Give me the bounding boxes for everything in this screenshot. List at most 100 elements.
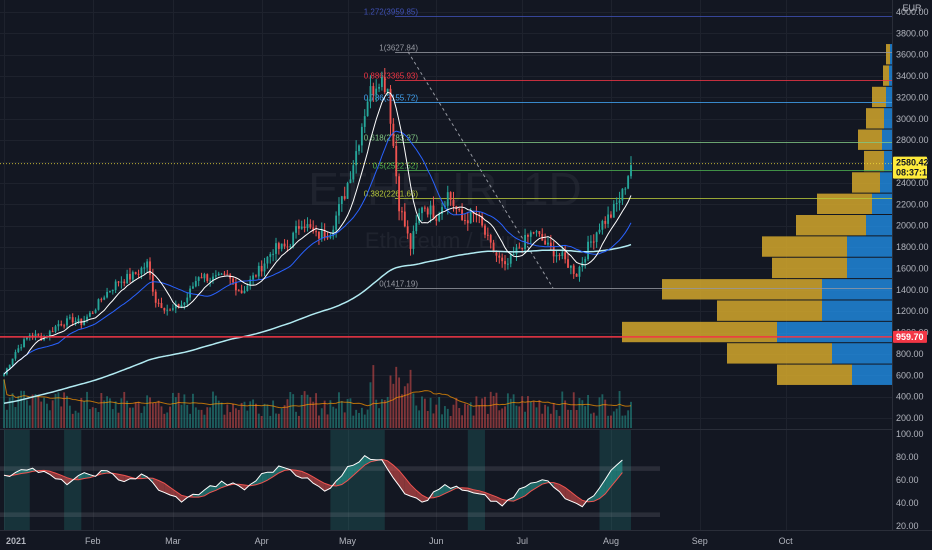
price-axis-tick-label: 2000.00 bbox=[896, 221, 929, 231]
price-axis-tick-label: 1400.00 bbox=[896, 285, 929, 295]
last-price-label: 2580.42 bbox=[896, 158, 929, 168]
candle-body bbox=[501, 257, 504, 262]
volume-bar bbox=[378, 408, 380, 428]
candle-body bbox=[558, 254, 561, 256]
candle-body bbox=[466, 220, 469, 224]
oscillator-axis[interactable]: 100.00 80.00 60.00 40.00 20.00 bbox=[896, 429, 924, 531]
candle-body bbox=[249, 279, 252, 286]
fib-retracement[interactable]: 1.272(3959.85) 1(3627.84) 0.886(3365.93) 0.… bbox=[364, 8, 892, 289]
volume-bar bbox=[584, 406, 587, 428]
volume-bar bbox=[103, 400, 106, 428]
volume-profile-sell-bar bbox=[880, 172, 892, 193]
candle-body bbox=[340, 196, 343, 205]
oscillator-fill-segment bbox=[616, 460, 623, 480]
volume-bar bbox=[94, 407, 97, 428]
candle-body bbox=[114, 281, 117, 290]
volume-bar bbox=[66, 395, 68, 428]
volume-bar bbox=[349, 398, 352, 428]
candle-body bbox=[40, 335, 43, 340]
candle-body bbox=[392, 123, 395, 146]
oscillator-fill-segment bbox=[559, 484, 566, 499]
volume-profile-sell-bar bbox=[777, 321, 892, 343]
volume-profile-buy-bar bbox=[864, 150, 884, 172]
volume-bar bbox=[246, 410, 249, 428]
price-axis-tick-label: 600.00 bbox=[896, 370, 924, 380]
price-axis-tick-label: 3400.00 bbox=[896, 71, 929, 81]
time-axis-label: 2021 bbox=[6, 536, 26, 546]
volume-bar bbox=[189, 413, 192, 428]
candle-body bbox=[624, 188, 627, 190]
oscillator-axis-tick-label: 40.00 bbox=[896, 498, 919, 508]
candle-body bbox=[320, 230, 323, 239]
candle-body bbox=[63, 325, 66, 327]
volume-bar bbox=[68, 405, 71, 428]
candle-body bbox=[412, 231, 415, 249]
volume-bar bbox=[329, 400, 332, 428]
candle-body bbox=[286, 246, 289, 248]
candle-body bbox=[618, 200, 621, 203]
volume-bar bbox=[166, 412, 169, 428]
candle-body bbox=[134, 272, 137, 274]
volume-bar bbox=[209, 407, 212, 428]
volume-bar bbox=[512, 394, 515, 428]
volume-bar bbox=[409, 369, 412, 428]
volume-profile-buy-bar bbox=[777, 364, 852, 385]
price-axis-tick-label: 3800.00 bbox=[896, 28, 929, 38]
candle-body bbox=[194, 280, 197, 287]
volume-profile-sell-bar bbox=[872, 193, 892, 214]
candle-body bbox=[489, 235, 492, 243]
candle-body bbox=[578, 266, 581, 277]
volume-bar bbox=[624, 415, 627, 428]
oscillator-highlight-band bbox=[4, 430, 30, 530]
oscillator-upper-band bbox=[0, 466, 660, 471]
candle-body bbox=[217, 273, 220, 276]
volume-bar bbox=[117, 412, 120, 428]
volume-bar bbox=[398, 377, 401, 428]
volume-bar bbox=[97, 412, 100, 428]
volume-bar bbox=[186, 404, 189, 428]
last-price-tag bbox=[893, 156, 927, 179]
candle-body bbox=[289, 246, 292, 248]
horizontal-line-tag bbox=[893, 330, 927, 343]
oscillator-fill-segment bbox=[404, 477, 411, 497]
oscillator-fill-segment bbox=[175, 491, 182, 503]
candle-body bbox=[17, 348, 20, 353]
volume-bar bbox=[386, 396, 389, 428]
candle-body bbox=[71, 317, 74, 323]
oscillator-fill-segment bbox=[273, 466, 279, 477]
oscillator-fill-segment bbox=[364, 455, 371, 466]
candle-body bbox=[106, 291, 108, 298]
time-axis[interactable]: 2021 Feb Mar Apr May Jun Jul Aug Sep Oct bbox=[6, 536, 793, 546]
volume-bar bbox=[257, 413, 260, 428]
candle-body bbox=[226, 273, 229, 275]
candle-body bbox=[140, 267, 143, 274]
price-axis-tick-label: 1200.00 bbox=[896, 306, 929, 316]
candle-body bbox=[151, 274, 154, 292]
candle-body bbox=[111, 289, 114, 292]
volume-bar bbox=[363, 414, 366, 428]
candle-body bbox=[252, 275, 255, 280]
volume-bar bbox=[418, 410, 421, 428]
volume-bar bbox=[77, 412, 80, 428]
oscillator-fill-segment bbox=[158, 480, 165, 493]
candle-body bbox=[352, 165, 355, 180]
volume-profile-sell-bar bbox=[890, 44, 892, 65]
volume-bar bbox=[149, 397, 151, 428]
oscillator-axis-tick-label: 80.00 bbox=[896, 452, 919, 462]
volume-profile-sell-bar bbox=[884, 150, 892, 172]
candle-body bbox=[421, 207, 423, 214]
candle-body bbox=[360, 126, 363, 146]
candle-body bbox=[183, 302, 186, 305]
volume-bar bbox=[552, 403, 555, 428]
candle-body bbox=[610, 214, 612, 218]
volume-bar bbox=[532, 401, 535, 428]
candle-body bbox=[143, 267, 146, 269]
candle-body bbox=[335, 215, 338, 230]
volume-bar bbox=[160, 406, 163, 428]
oscillator-fill-segment bbox=[61, 475, 67, 485]
volume-bar bbox=[501, 408, 504, 428]
volume-bar bbox=[598, 397, 601, 428]
oscillator-fill-segment bbox=[313, 476, 319, 487]
volume-bar bbox=[504, 406, 506, 428]
